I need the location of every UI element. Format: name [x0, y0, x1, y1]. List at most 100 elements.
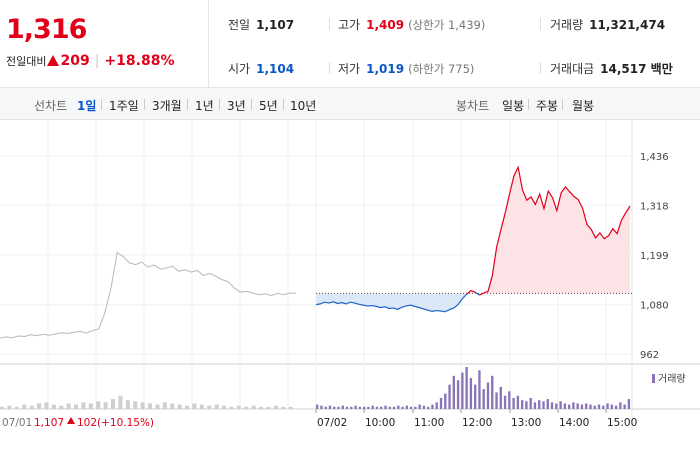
change-amount: 209 — [60, 53, 90, 69]
volume-bar — [516, 395, 520, 409]
down-price-line — [474, 291, 480, 296]
volume-bar — [367, 406, 370, 409]
volume-bar — [491, 375, 494, 409]
tab-1y[interactable]: 1년 — [195, 99, 214, 113]
volume-bar — [542, 401, 545, 409]
volume-bar — [525, 401, 528, 409]
volume-bar — [627, 399, 631, 409]
divider — [283, 99, 284, 110]
tab-5y[interactable]: 5년 — [259, 99, 278, 113]
divider — [329, 62, 330, 74]
high-stat: 고가 1,409 (상한가 1,439) — [338, 16, 485, 33]
tab-3m[interactable]: 3개월 — [152, 99, 182, 113]
intraday-chart: 1,436 1,318 1,199 1,080 962 07/02 10:00 11:00 1… — [0, 120, 700, 430]
tab-daily-candle[interactable]: 일봉 — [502, 99, 525, 113]
prev-day-line — [0, 251, 297, 339]
tab-3y[interactable]: 3년 — [227, 99, 246, 113]
tab-monthly-candle[interactable]: 월봉 — [572, 99, 595, 113]
change-label: 전일대비 — [6, 55, 47, 68]
prev-volume-bar — [22, 404, 27, 409]
volume-bar — [358, 406, 362, 409]
y-tick-label: 1,080 — [640, 301, 669, 312]
divider — [144, 99, 145, 110]
volume-bar — [392, 406, 396, 409]
volume-bar — [414, 406, 417, 409]
prev-volume-bar — [44, 402, 49, 409]
down-area — [316, 293, 467, 312]
volume-bar — [337, 406, 340, 409]
prev-volume-bar — [259, 406, 264, 409]
volume-bar — [388, 406, 391, 409]
y-tick-label: 1,199 — [640, 251, 669, 262]
high-label: 고가 — [338, 18, 361, 32]
volume-bar — [375, 406, 379, 409]
divider — [251, 99, 252, 110]
volume-bar — [572, 402, 575, 409]
volume-bar — [444, 393, 447, 409]
y-tick-label: 1,436 — [640, 152, 669, 163]
divider — [187, 99, 188, 110]
trade-value-label: 거래대금 — [550, 62, 595, 76]
volume-bar — [550, 402, 554, 409]
volume-bar — [324, 406, 327, 409]
volume-bar — [461, 372, 464, 409]
prev-volume-bar — [281, 406, 286, 409]
divider — [528, 99, 529, 110]
high-value: 1,409 — [366, 18, 405, 32]
volume-bar — [606, 403, 609, 409]
divider — [562, 99, 563, 110]
prev-volume-bar — [140, 402, 145, 409]
volume-bar — [405, 405, 409, 409]
volume-bar — [384, 405, 387, 409]
prev-volume-bar — [0, 406, 5, 409]
open-stat: 시가 1,104 — [228, 60, 294, 77]
prev-volume-bar — [37, 403, 42, 409]
volume-bar — [482, 389, 485, 409]
prev-volume-bar — [229, 406, 234, 409]
volume-bar — [422, 405, 426, 409]
period-selector-bar: 선차트 1일 1주일 3개월 1년 3년 5년 10년 봉차트 일봉 주봉 월봉 — [0, 88, 700, 120]
prev-day-rate: (+10.15%) — [97, 417, 154, 429]
prev-volume-bar — [29, 405, 34, 409]
volume-bar — [320, 405, 323, 409]
volume-bar — [435, 402, 438, 409]
volume-legend-swatch — [652, 374, 655, 383]
volume-bar — [546, 399, 549, 409]
volume-bar — [418, 404, 421, 409]
prev-volume-bar — [7, 405, 12, 409]
prev-day-close: 1,107 — [34, 417, 64, 429]
tab-1w[interactable]: 1주일 — [109, 99, 139, 113]
prev-close-label: 전일 — [228, 18, 251, 32]
prev-volume-bar — [66, 403, 71, 409]
tab-10y[interactable]: 10년 — [290, 99, 317, 113]
current-price: 1,316 — [6, 14, 87, 45]
prev-volume-bar — [199, 404, 204, 409]
prev-volume-bar — [222, 405, 227, 409]
low-value: 1,019 — [366, 62, 405, 76]
volume-bar — [529, 397, 532, 409]
candle-chart-title: 봉차트 — [456, 99, 490, 113]
x-tick-label: 11:00 — [414, 417, 444, 429]
x-tick-label: 12:00 — [462, 417, 492, 429]
prev-volume-bar — [244, 406, 249, 409]
prev-day-caption: 07/01 1,107 102 (+10.15%) — [2, 417, 154, 429]
divider — [219, 99, 220, 110]
volume-bar — [431, 404, 434, 409]
volume-bar — [362, 406, 366, 409]
trade-value-value: 14,517 백만 — [600, 62, 673, 76]
tab-1d[interactable]: 1일 — [77, 99, 97, 113]
prev-volume-bar — [111, 399, 116, 409]
x-tick-label: 14:00 — [559, 417, 589, 429]
volume-bar — [439, 397, 443, 409]
volume-bar — [397, 405, 400, 409]
volume-bar — [614, 405, 618, 409]
x-tick-label: 07/02 — [317, 417, 347, 429]
volume-bar — [585, 403, 588, 409]
volume-bar — [409, 406, 413, 409]
price-lines — [0, 165, 632, 339]
tab-weekly-candle[interactable]: 주봉 — [536, 99, 559, 113]
prev-volume-bar — [103, 402, 108, 409]
x-tick-label: 15:00 — [607, 417, 637, 429]
volume-bar — [619, 402, 622, 409]
